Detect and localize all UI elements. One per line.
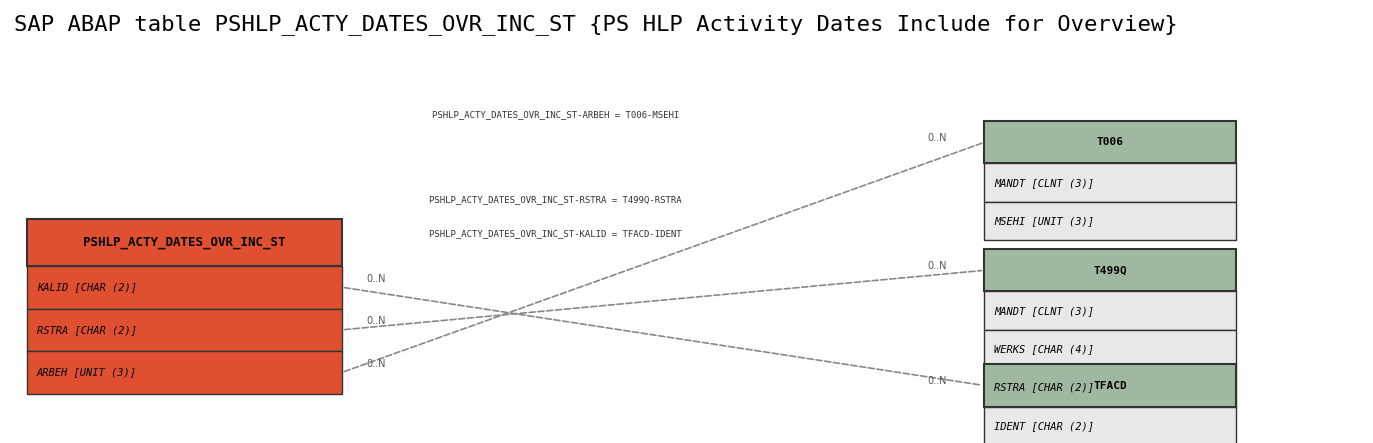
Text: 0..N: 0..N — [927, 133, 946, 143]
FancyBboxPatch shape — [984, 330, 1236, 368]
Text: 0..N: 0..N — [367, 274, 386, 284]
FancyBboxPatch shape — [984, 202, 1236, 240]
Text: RSTRA [CHAR (2)]: RSTRA [CHAR (2)] — [994, 382, 1094, 392]
Text: ARBEH [UNIT (3)]: ARBEH [UNIT (3)] — [37, 368, 137, 377]
FancyBboxPatch shape — [984, 365, 1236, 407]
Text: PSHLP_ACTY_DATES_OVR_INC_ST-KALID = TFACD-IDENT: PSHLP_ACTY_DATES_OVR_INC_ST-KALID = TFAC… — [430, 229, 682, 238]
Text: 0..N: 0..N — [367, 359, 386, 369]
Text: MANDT [CLNT (3)]: MANDT [CLNT (3)] — [994, 178, 1094, 188]
FancyBboxPatch shape — [984, 121, 1236, 163]
Text: PSHLP_ACTY_DATES_OVR_INC_ST-RSTRA = T499Q-RSTRA: PSHLP_ACTY_DATES_OVR_INC_ST-RSTRA = T499… — [430, 195, 682, 204]
Text: 0..N: 0..N — [927, 376, 946, 386]
FancyBboxPatch shape — [984, 368, 1236, 407]
Text: T006: T006 — [1097, 137, 1123, 148]
Text: 0..N: 0..N — [367, 316, 386, 326]
FancyBboxPatch shape — [984, 249, 1236, 291]
FancyBboxPatch shape — [26, 351, 342, 394]
Text: MANDT [CLNT (3)]: MANDT [CLNT (3)] — [994, 306, 1094, 316]
FancyBboxPatch shape — [26, 266, 342, 308]
Text: WERKS [CHAR (4)]: WERKS [CHAR (4)] — [994, 344, 1094, 354]
FancyBboxPatch shape — [984, 407, 1236, 443]
FancyBboxPatch shape — [26, 308, 342, 351]
Text: SAP ABAP table PSHLP_ACTY_DATES_OVR_INC_ST {PS HLP Activity Dates Include for Ov: SAP ABAP table PSHLP_ACTY_DATES_OVR_INC_… — [14, 14, 1178, 35]
Text: KALID [CHAR (2)]: KALID [CHAR (2)] — [37, 282, 137, 292]
FancyBboxPatch shape — [984, 291, 1236, 330]
Text: MSEHI [UNIT (3)]: MSEHI [UNIT (3)] — [994, 216, 1094, 226]
FancyBboxPatch shape — [26, 219, 342, 266]
Text: IDENT [CHAR (2)]: IDENT [CHAR (2)] — [994, 421, 1094, 431]
Text: PSHLP_ACTY_DATES_OVR_INC_ST-ARBEH = T006-MSEHI: PSHLP_ACTY_DATES_OVR_INC_ST-ARBEH = T006… — [432, 110, 680, 119]
FancyBboxPatch shape — [984, 163, 1236, 202]
Text: RSTRA [CHAR (2)]: RSTRA [CHAR (2)] — [37, 325, 137, 335]
Text: 0..N: 0..N — [927, 261, 946, 271]
Text: PSHLP_ACTY_DATES_OVR_INC_ST: PSHLP_ACTY_DATES_OVR_INC_ST — [82, 236, 286, 249]
Text: T499Q: T499Q — [1093, 265, 1127, 276]
Text: TFACD: TFACD — [1093, 381, 1127, 391]
